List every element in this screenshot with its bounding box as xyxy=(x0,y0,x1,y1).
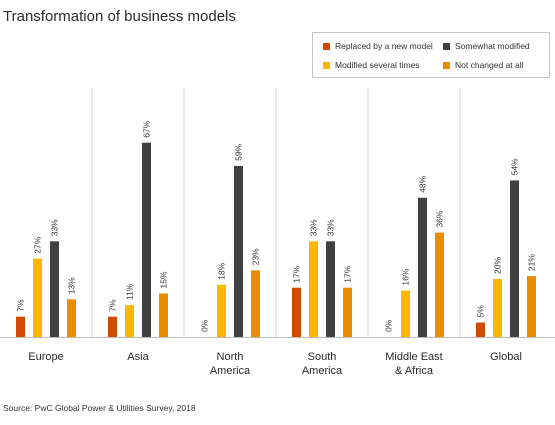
bar xyxy=(418,197,427,337)
bar xyxy=(234,165,243,337)
data-label: 17% xyxy=(343,265,353,282)
bar xyxy=(125,305,134,337)
category-label: & Africa xyxy=(395,365,434,377)
legend-label-not-changed: Not changed at all xyxy=(455,60,524,70)
data-label: 33% xyxy=(326,219,336,236)
bar xyxy=(251,270,260,337)
legend-swatch-not-changed xyxy=(443,62,450,69)
bar xyxy=(50,241,59,337)
data-label: 21% xyxy=(527,254,537,271)
legend-item-somewhat-modified: Somewhat modified xyxy=(443,41,530,51)
category-label: North xyxy=(217,351,244,363)
data-label: 48% xyxy=(418,175,428,192)
bar xyxy=(401,290,410,337)
data-label: 33% xyxy=(309,219,319,236)
data-label: 54% xyxy=(510,158,520,175)
data-label: 20% xyxy=(493,257,503,274)
category-label: Global xyxy=(490,351,522,363)
data-label: 27% xyxy=(33,236,43,253)
legend-label-somewhat-modified: Somewhat modified xyxy=(455,41,530,51)
data-label: 13% xyxy=(67,277,77,294)
bar xyxy=(33,258,42,337)
category-label: Europe xyxy=(28,351,63,363)
bar xyxy=(493,279,502,337)
bar xyxy=(326,241,335,337)
data-label: 16% xyxy=(401,268,411,285)
data-label: 5% xyxy=(476,305,486,318)
category-label: South xyxy=(308,351,337,363)
bar xyxy=(159,293,168,337)
bar xyxy=(16,316,25,337)
data-label: 17% xyxy=(292,265,302,282)
category-label: America xyxy=(302,365,343,377)
bar xyxy=(309,241,318,337)
data-label: 15% xyxy=(159,271,169,288)
legend-label-replaced: Replaced by a new model xyxy=(335,41,433,51)
data-label: 36% xyxy=(435,210,445,227)
legend-swatch-replaced xyxy=(323,43,330,50)
data-label: 7% xyxy=(108,299,118,312)
bar xyxy=(476,322,485,337)
legend-item-not-changed: Not changed at all xyxy=(443,60,524,70)
bar xyxy=(435,232,444,337)
data-label: 67% xyxy=(142,120,152,137)
data-label: 0% xyxy=(200,319,210,332)
data-label: 0% xyxy=(384,319,394,332)
bar xyxy=(142,142,151,337)
legend: Replaced by a new model Somewhat modifie… xyxy=(312,32,550,78)
legend-swatch-somewhat-modified xyxy=(443,43,450,50)
category-label: Middle East xyxy=(385,351,442,363)
bar xyxy=(527,276,536,337)
data-label: 23% xyxy=(251,248,261,265)
chart-title: Transformation of business models xyxy=(3,8,236,25)
data-label: 59% xyxy=(234,143,244,160)
category-label: America xyxy=(210,365,251,377)
bar xyxy=(343,287,352,337)
category-label: Asia xyxy=(127,351,149,363)
bar xyxy=(292,287,301,337)
source-note: Source: PwC Global Power & Utilities Sur… xyxy=(3,403,196,413)
bar xyxy=(217,284,226,337)
bar xyxy=(67,299,76,337)
legend-item-replaced: Replaced by a new model xyxy=(323,41,433,51)
legend-label-modified-several: Modified several times xyxy=(335,60,420,70)
bar xyxy=(108,316,117,337)
legend-item-modified-several: Modified several times xyxy=(323,60,420,70)
data-label: 11% xyxy=(125,283,135,300)
bar xyxy=(510,180,519,337)
data-label: 18% xyxy=(217,262,227,279)
data-label: 33% xyxy=(50,219,60,236)
legend-swatch-modified-several xyxy=(323,62,330,69)
data-label: 7% xyxy=(16,299,26,312)
